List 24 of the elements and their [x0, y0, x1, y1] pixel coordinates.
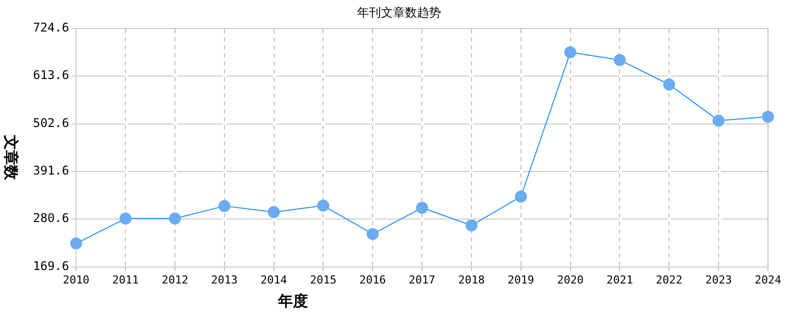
- x-tick-label: 2021: [606, 273, 633, 286]
- y-tick-label: 280.6: [33, 211, 70, 226]
- x-tick-label: 2010: [62, 273, 90, 286]
- x-tick-label: 2023: [705, 273, 732, 286]
- y-tick-label: 613.6: [33, 68, 70, 82]
- x-tick-label: 2018: [458, 273, 485, 286]
- x-tick-label: 2012: [162, 273, 188, 286]
- x-tick-label: 2024: [754, 273, 782, 286]
- x-tick-label: 2019: [508, 273, 534, 286]
- x-tick-label: 2013: [211, 273, 238, 286]
- x-tick-label: 2011: [112, 273, 139, 286]
- x-axis-title: 年度: [278, 292, 308, 311]
- y-tick-label: 502.6: [33, 116, 70, 130]
- x-tick-label: 2022: [656, 273, 682, 286]
- y-axis-title: 文章数: [1, 135, 20, 180]
- x-tick-label: 2020: [557, 273, 584, 286]
- x-tick-label: 2016: [359, 273, 386, 286]
- y-tick-label: 169.6: [33, 258, 70, 273]
- chart-title: 年刊文章数趋势: [357, 5, 441, 20]
- x-tick-label: 2015: [310, 273, 336, 286]
- x-tick-label: 2014: [260, 273, 288, 286]
- y-tick-label: 391.6: [33, 164, 70, 178]
- y-tick-label: 724.6: [33, 20, 70, 35]
- x-tick-label: 2017: [408, 273, 436, 286]
